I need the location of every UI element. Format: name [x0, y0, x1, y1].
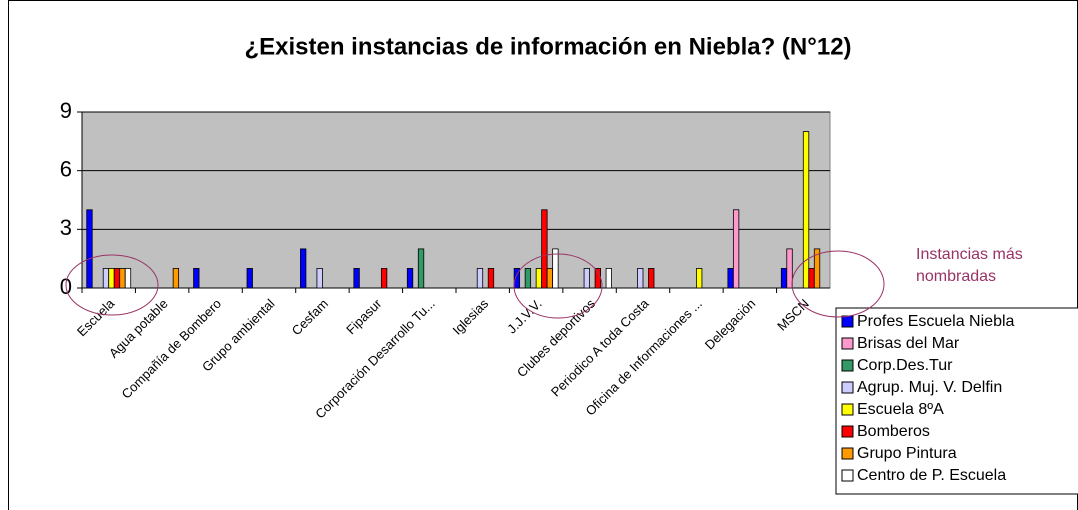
bar [732, 209, 740, 289]
bar [535, 268, 543, 289]
bar [380, 268, 388, 289]
legend-label: Corp.Des.Tur [857, 357, 953, 374]
legend-swatch [841, 381, 854, 394]
bar [353, 268, 360, 289]
bar [780, 268, 788, 289]
bar [193, 268, 200, 289]
bar [300, 248, 307, 289]
bar [102, 268, 110, 289]
legend-swatch [841, 469, 854, 482]
bar [541, 209, 548, 289]
bar [637, 268, 644, 289]
bar [583, 268, 590, 289]
highlight-circle [791, 250, 885, 318]
bar [696, 268, 703, 289]
bar [108, 268, 115, 289]
bar [119, 268, 126, 289]
highlight-circle [513, 253, 603, 319]
bar [406, 268, 414, 289]
legend-swatch [841, 425, 854, 438]
bar [113, 268, 121, 289]
legend-label: Agrup. Muj. V. Delfin [857, 379, 1002, 396]
bar [246, 268, 253, 289]
bar [476, 268, 484, 289]
bar [727, 268, 734, 289]
bar [524, 268, 532, 289]
legend-label: Grupo Pintura [857, 445, 957, 462]
legend-box [835, 307, 1078, 495]
bar [546, 268, 554, 289]
chart-title: ¿Existen instancias de información en Ni… [244, 33, 851, 60]
bar [648, 268, 655, 289]
annotation: Instancias más nombradas [916, 246, 1023, 285]
annotation-box: Instancias más nombradas [916, 246, 1023, 285]
legend-label: Escuela 8ºA [857, 401, 944, 418]
plot-area [81, 111, 831, 289]
legend-label: Bomberos [857, 423, 930, 440]
bar [813, 248, 821, 289]
legend-label: Centro de P. Escuela [857, 467, 1006, 484]
bar [124, 268, 132, 289]
bar [417, 248, 425, 289]
legend-label: Brisas del Mar [857, 335, 960, 352]
bar [316, 268, 323, 289]
legend-swatch [841, 359, 854, 372]
y-tick-label: 6 [60, 156, 72, 181]
bar [513, 268, 521, 289]
bar [172, 268, 180, 289]
legend-swatch [841, 315, 854, 328]
legend-swatch [841, 337, 854, 350]
bar [487, 268, 495, 289]
y-tick-label: 9 [60, 98, 72, 123]
bar [802, 131, 810, 289]
legend-label: Profes Escuela Niebla [857, 313, 1015, 330]
bar [552, 248, 559, 289]
bar [605, 268, 612, 289]
bar [86, 209, 93, 289]
y-tick-label: 3 [60, 215, 72, 240]
legend-swatch [841, 403, 854, 416]
highlight-circle [65, 254, 159, 316]
bar [808, 268, 815, 289]
bar [786, 248, 793, 289]
legend-swatch [841, 447, 854, 460]
